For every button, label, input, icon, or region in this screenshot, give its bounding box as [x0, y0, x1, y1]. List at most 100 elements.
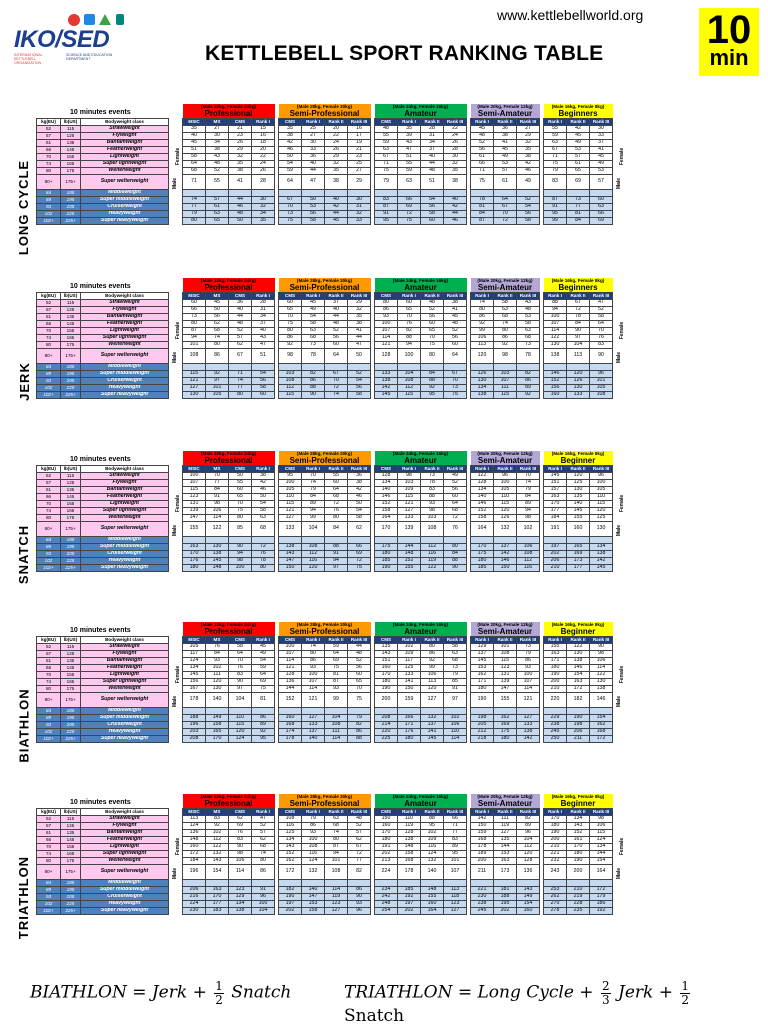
score-cell: 60 — [251, 391, 275, 399]
score-cell: 158 — [205, 721, 229, 729]
section-title-text: LONG CYCLE — [16, 159, 32, 255]
score-cell: 132 — [420, 714, 444, 722]
class-name: Lightweight — [80, 671, 169, 679]
score-cell: 108 — [420, 521, 444, 537]
score-cell: 35 — [251, 217, 275, 225]
score-cell — [516, 879, 540, 887]
class-lb: 225+ — [60, 564, 81, 572]
score-cell: 124 — [301, 857, 325, 865]
group-weights: (Male 16kg, Female 8kg) — [543, 278, 613, 284]
score-cell: 95 — [443, 850, 467, 858]
score-cell: 35 — [443, 167, 467, 175]
class-lb: 115 — [60, 125, 81, 133]
score-cell: 65 — [347, 678, 371, 686]
score-cell: 121 — [374, 341, 398, 349]
score-cell: 115 — [589, 829, 613, 837]
rank-col-header: CMS — [228, 808, 252, 816]
class-lb: 225 — [60, 900, 81, 908]
score-cell: 131 — [182, 500, 206, 508]
score-cell: 43 — [205, 153, 229, 161]
score-cell: 46 — [443, 217, 467, 225]
score-cell: 170 — [205, 893, 229, 901]
score-cell: 127 — [420, 692, 444, 708]
female-label-cell-right: Female — [612, 486, 625, 522]
score-cell: 80 — [205, 341, 229, 349]
score-cell: 44 — [420, 160, 444, 168]
score-cell: 46 — [516, 167, 540, 175]
score-cell: 122 — [543, 334, 567, 342]
rank-col-header: Rank I — [397, 118, 421, 126]
score-cell: 84 — [324, 521, 348, 537]
score-cell: 70 — [420, 334, 444, 342]
table-row: 66 145 Featherweight 134 102 76 59 121 93 75 56 160… — [36, 664, 625, 672]
score-cell: 88 — [347, 735, 371, 743]
score-cell: 99 — [420, 664, 444, 672]
score-cell: 110 — [278, 493, 302, 501]
rank-col-header: Rank III — [516, 465, 540, 473]
col-class-header: Bodyweight class — [80, 636, 169, 644]
score-cell: 76 — [589, 334, 613, 342]
class-lb: 225 — [60, 557, 81, 565]
score-cell: 173 — [566, 557, 590, 565]
score-cell: 43 — [397, 139, 421, 147]
score-cell: 54 — [301, 313, 325, 321]
score-cell: 131 — [493, 671, 517, 679]
class-kg: 93 — [36, 203, 61, 211]
score-cell: 43 — [516, 299, 540, 307]
score-cell: 63 — [301, 327, 325, 335]
score-cell — [516, 363, 540, 371]
score-cell: 50 — [228, 217, 252, 225]
score-cell: 121 — [516, 692, 540, 708]
score-cell: 52 — [443, 327, 467, 335]
score-cell: 174 — [278, 728, 302, 736]
score-cell: 68 — [443, 657, 467, 665]
score-cell: 63 — [516, 327, 540, 335]
section-title-text: JERK — [16, 361, 32, 401]
score-cell: 80 — [324, 836, 348, 844]
class-lb: 175+ — [60, 692, 81, 708]
score-cell: 94 — [397, 341, 421, 349]
score-cell: 81 — [470, 203, 494, 211]
score-cell: 52 — [251, 822, 275, 830]
score-cell: 121 — [278, 507, 302, 515]
male-label-cell-right: Male — [612, 348, 625, 399]
score-cell: 29 — [516, 132, 540, 140]
score-cell: 71 — [543, 153, 567, 161]
rank-col-header: Rank II — [566, 118, 590, 126]
rank-col-header: Rank II — [566, 636, 590, 644]
score-cell — [397, 707, 421, 715]
score-cell: 94 — [324, 850, 348, 858]
score-cell: 52 — [470, 139, 494, 147]
class-name: Bantamweight — [80, 486, 169, 494]
class-name: Strawweight — [80, 125, 169, 133]
spacer — [612, 132, 625, 140]
score-cell: 64 — [182, 160, 206, 168]
female-label-cell-right: Female — [612, 313, 625, 349]
score-cell: 45 — [205, 299, 229, 307]
score-cell: 238 — [470, 900, 494, 908]
score-cell: 113 — [420, 678, 444, 686]
score-cell: 108 — [278, 815, 302, 823]
score-cell: 123 — [228, 886, 252, 894]
score-cell: 245 — [470, 907, 494, 915]
score-cell: 127 — [493, 829, 517, 837]
rank-col-header: CMS — [228, 118, 252, 126]
rank-col-header: Rank II — [420, 465, 444, 473]
rank-col-header: Rank III — [589, 292, 613, 300]
score-cell — [251, 189, 275, 197]
score-cell: 119 — [324, 893, 348, 901]
score-cell: 79 — [443, 671, 467, 679]
score-cell — [516, 536, 540, 544]
score-cell: 152 — [566, 829, 590, 837]
score-cell — [493, 879, 517, 887]
male-label-cell: Male — [168, 521, 183, 572]
score-cell: 90 — [228, 843, 252, 851]
score-cell: 154 — [566, 671, 590, 679]
score-cell: 116 — [278, 822, 302, 830]
score-cell: 54 — [420, 196, 444, 204]
score-cell: 59 — [543, 132, 567, 140]
ranking-table: (Male 32kg, Female 24kg) (Male 28kg, Fema… — [36, 622, 625, 743]
score-cell: 58 — [347, 514, 371, 522]
score-cell: 89 — [516, 500, 540, 508]
male-label: Male — [172, 524, 179, 536]
